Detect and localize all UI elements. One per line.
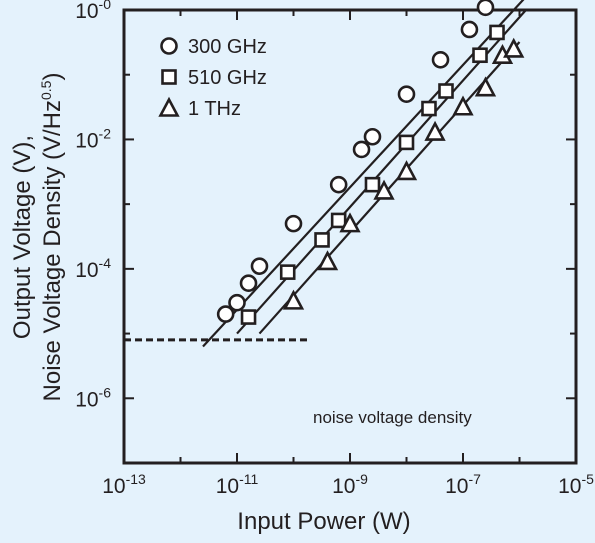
y-axis-title: Output Voltage (V), Noise Voltage Densit… (9, 73, 66, 402)
y-tick-label-exponent: -6 (99, 384, 112, 400)
y-tick-label: 10-0 (75, 0, 111, 23)
data-point-510-ghz (438, 83, 454, 99)
data-point-300-ghz (329, 175, 348, 194)
y-axis-title-exponent: 0.5 (38, 80, 54, 100)
data-point-300-ghz (284, 214, 303, 233)
legend-marker-300-ghz (160, 37, 178, 55)
data-point-1-thz (452, 95, 474, 116)
x-axis-title: Input Power (W) (237, 508, 410, 535)
y-tick-label: 10-2 (75, 125, 111, 152)
x-tick-label-exponent: -13 (126, 471, 146, 487)
data-point-510-ghz (472, 47, 488, 64)
y-axis-title-unit: Noise Voltage Density (V/Hz (39, 100, 66, 401)
data-point-510-ghz (364, 176, 381, 193)
x-tick-label-base: 10 (102, 475, 125, 498)
data-point-300-ghz (363, 127, 382, 146)
y-tick-label-base: 10 (75, 259, 98, 282)
data-point-300-ghz (397, 85, 416, 103)
data-point-1-thz (282, 289, 305, 310)
x-tick-label: 10-9 (332, 471, 368, 498)
legend-label-300-ghz: 300 GHz (188, 36, 267, 58)
y-axis-title-line-2: Noise Voltage Density (V/Hz0.5) (38, 73, 66, 402)
data-point-510-ghz (421, 100, 437, 117)
y-tick-label-exponent: -4 (99, 255, 112, 271)
data-point-300-ghz (239, 274, 258, 293)
data-point-300-ghz (476, 0, 495, 17)
y-tick-label: 10-6 (75, 384, 111, 411)
x-tick-label-exponent: -11 (239, 471, 258, 487)
data-point-510-ghz (240, 309, 257, 325)
data-point-1-thz (339, 212, 361, 233)
y-tick-label-base: 10 (75, 0, 98, 23)
legend-label-510-ghz: 510 GHz (188, 67, 267, 89)
x-tick-label-exponent: -5 (581, 471, 594, 487)
x-tick-label-base: 10 (558, 475, 581, 498)
data-point-1-thz (474, 76, 497, 97)
y-tick-label-exponent: -0 (99, 0, 112, 12)
axis-ticks: 10-13 10-11 10-9 10-7 10-510-610-410-210-0 (75, 0, 594, 498)
legend-label-1-thz: 1 THz (188, 98, 241, 120)
x-tick-label-base: 10 (445, 475, 468, 498)
data-point-1-thz (373, 179, 395, 200)
y-axis-title-line-1: Output Voltage (V), (9, 135, 36, 339)
data-point-300-ghz (352, 140, 371, 159)
x-tick-label-exponent: -7 (468, 471, 481, 487)
legend-marker-1-thz (158, 96, 180, 117)
data-point-1-thz (424, 120, 446, 141)
x-tick-label-base: 10 (332, 475, 355, 498)
data-point-510-ghz (489, 24, 505, 41)
data-point-300-ghz (228, 293, 246, 312)
x-tick-label: 10-13 (102, 471, 146, 498)
data-point-1-thz (316, 250, 339, 271)
y-tick-label: 10-4 (75, 255, 111, 282)
data-point-510-ghz (398, 134, 415, 151)
x-tick-label: 10-7 (445, 471, 481, 498)
legend-marker-510-ghz (161, 69, 177, 85)
data-point-1-thz (395, 160, 418, 181)
data-point-300-ghz (460, 20, 479, 39)
y-tick-label-exponent: -2 (99, 125, 112, 141)
y-axis-title-close: ) (39, 73, 66, 81)
x-tick-label: 10-11 (216, 471, 259, 498)
data-point-300-ghz (431, 51, 450, 69)
fit-line-300-ghz (202, 0, 525, 348)
data-point-1-thz (503, 37, 525, 58)
x-tick-label-base: 10 (216, 475, 239, 498)
annotation-noise-voltage-density: noise voltage density (313, 408, 472, 427)
x-tick-label: 10-5 (558, 471, 594, 498)
x-tick-label-exponent: -9 (355, 471, 368, 487)
data-point-510-ghz (279, 264, 296, 280)
legend: 300 GHz 510 GHz 1 THz (158, 36, 267, 120)
y-tick-label-base: 10 (75, 388, 98, 411)
data-point-510-ghz (314, 232, 330, 248)
fit-line-1-thz (258, 41, 521, 335)
data-point-510-ghz (330, 212, 347, 229)
data-point-300-ghz (216, 305, 235, 323)
data-point-300-ghz (250, 257, 269, 275)
y-tick-label-base: 10 (75, 129, 98, 152)
data-markers (216, 0, 525, 325)
